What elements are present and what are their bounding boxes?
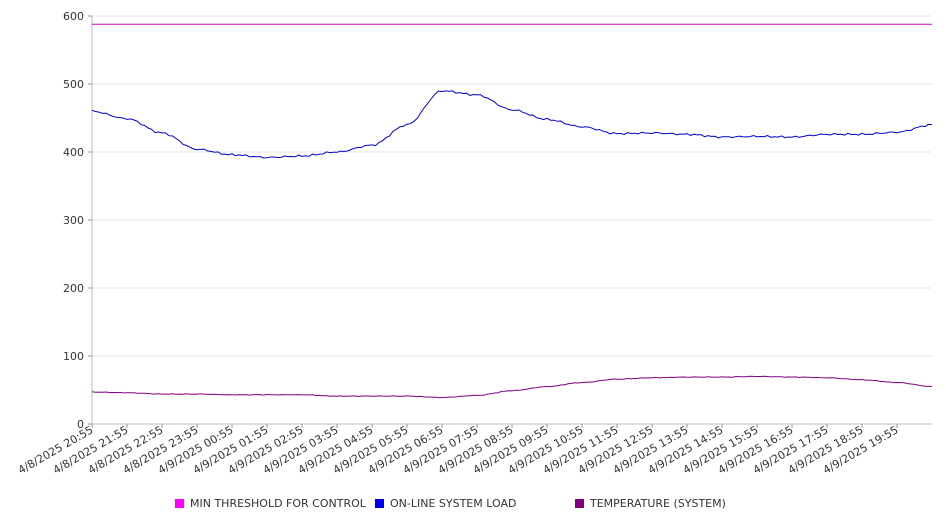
y-tick-label: 600 [63, 10, 84, 23]
x-axis-ticks: 4/8/2025 20:554/8/2025 21:554/8/2025 22:… [16, 423, 901, 477]
y-axis-ticks: 0 100 200 300 400 500 600 [63, 10, 92, 431]
series-lines [91, 23, 933, 399]
legend-item-temperature: TEMPERATURE (SYSTEM) [575, 497, 726, 510]
y-tick-label: 200 [63, 282, 84, 295]
grid-lines [92, 15, 932, 357]
legend-swatch-system-load [375, 499, 384, 508]
y-tick-label: 100 [63, 350, 84, 363]
legend-label-temperature: TEMPERATURE (SYSTEM) [590, 497, 726, 510]
legend: MIN THRESHOLD FOR CONTROL ON-LINE SYSTEM… [0, 497, 946, 515]
legend-label-min-threshold: MIN THRESHOLD FOR CONTROL [190, 497, 366, 510]
legend-item-system-load: ON-LINE SYSTEM LOAD [375, 497, 516, 510]
y-tick-label: 400 [63, 146, 84, 159]
y-tick-label: 0 [77, 418, 84, 431]
y-tick-label: 300 [63, 214, 84, 227]
series-line-1 [91, 90, 933, 159]
legend-swatch-min-threshold [175, 499, 184, 508]
line-chart: 0 100 200 300 400 500 600 4/8/2025 20:554/8/20… [16, 10, 933, 477]
legend-label-system-load: ON-LINE SYSTEM LOAD [390, 497, 517, 510]
legend-item-min-threshold: MIN THRESHOLD FOR CONTROL [175, 497, 366, 510]
series-line-2 [91, 375, 933, 399]
y-tick-label: 500 [63, 78, 84, 91]
legend-swatch-temperature [575, 499, 584, 508]
